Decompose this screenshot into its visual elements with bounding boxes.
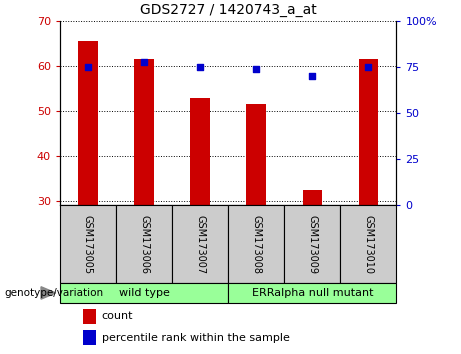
Text: GSM173009: GSM173009 <box>307 215 317 274</box>
Text: count: count <box>102 311 133 321</box>
Text: GSM173008: GSM173008 <box>251 215 261 274</box>
Point <box>365 64 372 70</box>
Point <box>253 66 260 72</box>
Bar <box>340 205 396 283</box>
Text: percentile rank within the sample: percentile rank within the sample <box>102 332 290 343</box>
Text: GSM173010: GSM173010 <box>363 215 373 274</box>
Text: ERRalpha null mutant: ERRalpha null mutant <box>252 288 373 298</box>
Bar <box>134 59 154 205</box>
Bar <box>247 104 266 205</box>
Bar <box>60 283 228 303</box>
Text: GSM173007: GSM173007 <box>195 215 205 274</box>
Text: wild type: wild type <box>118 288 170 298</box>
Polygon shape <box>41 287 56 299</box>
Bar <box>228 283 396 303</box>
Bar <box>78 41 98 205</box>
Bar <box>359 59 378 205</box>
Title: GDS2727 / 1420743_a_at: GDS2727 / 1420743_a_at <box>140 4 317 17</box>
Point <box>196 64 204 70</box>
Bar <box>228 205 284 283</box>
Bar <box>172 205 228 283</box>
Bar <box>83 330 95 345</box>
Point <box>84 64 92 70</box>
Point <box>309 74 316 79</box>
Bar <box>83 309 95 324</box>
Bar <box>60 205 116 283</box>
Text: GSM173005: GSM173005 <box>83 215 93 274</box>
Point <box>140 59 148 64</box>
Text: genotype/variation: genotype/variation <box>5 288 104 298</box>
Bar <box>302 190 322 205</box>
Bar <box>116 205 172 283</box>
Bar <box>190 98 210 205</box>
Text: GSM173006: GSM173006 <box>139 215 149 274</box>
Bar <box>284 205 340 283</box>
